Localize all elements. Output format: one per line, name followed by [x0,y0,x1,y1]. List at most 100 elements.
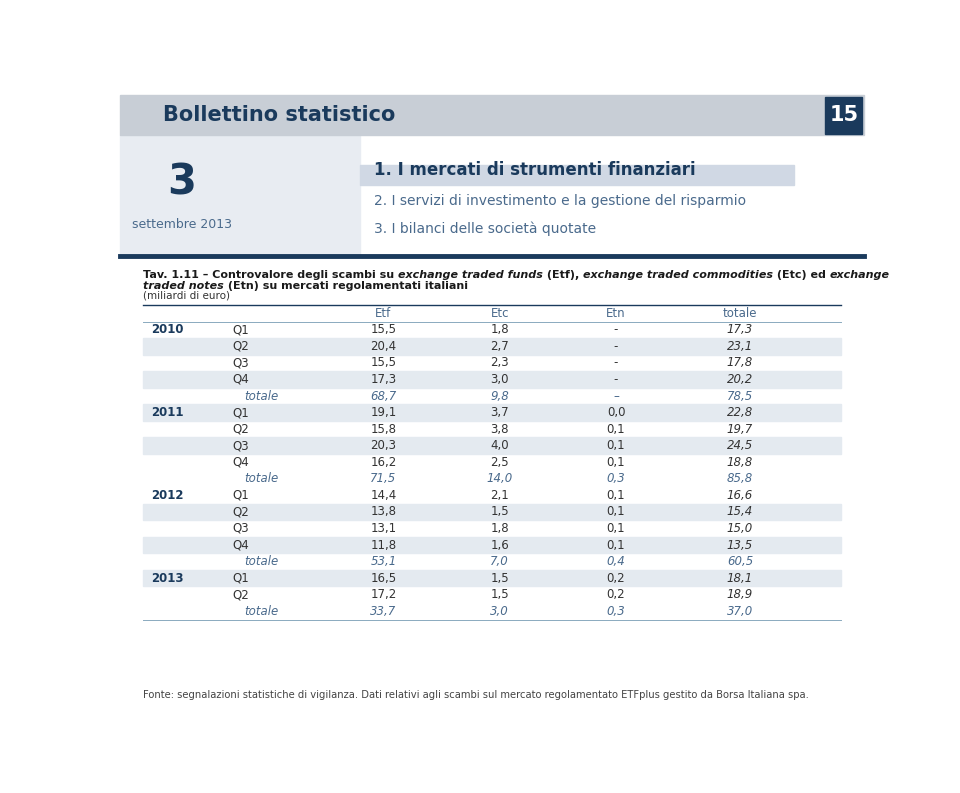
Text: (Etf),: (Etf), [543,270,584,280]
Text: 3. I bilanci delle società quotate: 3. I bilanci delle società quotate [374,221,596,236]
Text: 53,1: 53,1 [371,555,396,568]
Text: 3,8: 3,8 [491,423,509,435]
Text: Q4: Q4 [232,456,250,469]
Text: 15,5: 15,5 [371,356,396,370]
Text: 15,5: 15,5 [371,324,396,336]
Text: 2012: 2012 [151,488,183,502]
Text: 3: 3 [167,162,197,204]
Text: totale: totale [244,605,278,618]
Text: traded notes: traded notes [143,281,224,291]
Text: 0,0: 0,0 [607,406,625,419]
Text: 18,8: 18,8 [727,456,754,469]
Text: 60,5: 60,5 [727,555,754,568]
Text: 22,8: 22,8 [727,406,754,419]
Text: 20,2: 20,2 [727,373,754,386]
Text: 0,1: 0,1 [607,505,625,519]
Text: Q3: Q3 [232,522,249,535]
Text: 2013: 2013 [151,572,183,584]
Text: 16,6: 16,6 [727,488,754,502]
Text: 17,3: 17,3 [727,324,754,336]
Text: 1,5: 1,5 [491,505,509,519]
Text: 19,7: 19,7 [727,423,754,435]
Bar [143,504,841,520]
Text: -: - [613,356,618,370]
Text: 0,2: 0,2 [607,572,625,584]
Text: totale: totale [723,308,757,320]
Text: 1,5: 1,5 [491,588,509,601]
Text: 14,4: 14,4 [371,488,396,502]
Text: (Etc) ed: (Etc) ed [773,270,830,280]
Text: 11,8: 11,8 [371,538,396,552]
Text: Q2: Q2 [232,588,250,601]
Text: Q1: Q1 [232,406,250,419]
Text: 0,1: 0,1 [607,423,625,435]
Text: 23,1: 23,1 [727,340,754,353]
Text: 1,8: 1,8 [491,522,509,535]
Text: Bollettino statistico: Bollettino statistico [162,105,395,125]
Text: exchange traded commodities: exchange traded commodities [584,270,773,280]
Text: Fonte: segnalazioni statistiche di vigilanza. Dati relativi agli scambi sul merc: Fonte: segnalazioni statistiche di vigil… [143,690,809,700]
Text: -: - [613,340,618,353]
Text: -: - [613,373,618,386]
Text: 2,7: 2,7 [491,340,509,353]
Text: Tav. 1.11 – Controvalore degli scambi su: Tav. 1.11 – Controvalore degli scambi su [143,270,398,280]
Bar [143,338,841,354]
Text: (miliardi di euro): (miliardi di euro) [143,291,230,301]
Text: 0,1: 0,1 [607,538,625,552]
Text: 15,4: 15,4 [727,505,754,519]
Bar [143,371,841,388]
Text: 17,2: 17,2 [371,588,396,601]
Text: exchange traded funds: exchange traded funds [398,270,543,280]
Text: Etc: Etc [491,308,509,320]
Text: Q2: Q2 [232,340,250,353]
Text: 2. I servizi di investimento e la gestione del risparmio: 2. I servizi di investimento e la gestio… [374,193,746,208]
Text: 78,5: 78,5 [727,389,754,403]
Text: Etn: Etn [606,308,626,320]
Bar [120,135,360,255]
Text: 2011: 2011 [151,406,183,419]
Text: 71,5: 71,5 [371,473,396,485]
Text: –: – [613,389,619,403]
Text: Q3: Q3 [232,356,249,370]
Text: 0,1: 0,1 [607,488,625,502]
Text: 0,3: 0,3 [607,605,625,618]
Text: 0,1: 0,1 [607,456,625,469]
Text: 0,4: 0,4 [607,555,625,568]
Text: 1,5: 1,5 [491,572,509,584]
Text: Q4: Q4 [232,373,250,386]
Text: 1,8: 1,8 [491,324,509,336]
Text: 0,1: 0,1 [607,522,625,535]
Text: 0,3: 0,3 [607,473,625,485]
Text: 13,5: 13,5 [727,538,754,552]
Text: 85,8: 85,8 [727,473,754,485]
Text: 19,1: 19,1 [371,406,396,419]
Text: 24,5: 24,5 [727,439,754,452]
Bar [143,438,841,454]
Text: 0,2: 0,2 [607,588,625,601]
Text: 3,0: 3,0 [491,373,509,386]
Text: 20,4: 20,4 [371,340,396,353]
Text: 1,6: 1,6 [491,538,509,552]
Text: 14,0: 14,0 [487,473,513,485]
Text: 15,0: 15,0 [727,522,754,535]
Text: -: - [613,324,618,336]
Text: 68,7: 68,7 [371,389,396,403]
Text: (Etn) su mercati regolamentati italiani: (Etn) su mercati regolamentati italiani [224,281,468,291]
Text: 17,3: 17,3 [371,373,396,386]
Text: settembre 2013: settembre 2013 [132,218,232,232]
Text: Q1: Q1 [232,572,250,584]
Bar [143,570,841,586]
Text: 18,9: 18,9 [727,588,754,601]
Text: 16,2: 16,2 [371,456,396,469]
Text: Q1: Q1 [232,324,250,336]
Text: 2,3: 2,3 [491,356,509,370]
Text: 4,0: 4,0 [491,439,509,452]
Text: 2,1: 2,1 [491,488,509,502]
Text: 15,8: 15,8 [371,423,396,435]
Text: Q3: Q3 [232,439,249,452]
Text: totale: totale [244,473,278,485]
Text: 7,0: 7,0 [491,555,509,568]
Text: 1. I mercati di strumenti finanziari: 1. I mercati di strumenti finanziari [374,161,696,178]
Text: 17,8: 17,8 [727,356,754,370]
Text: 20,3: 20,3 [371,439,396,452]
